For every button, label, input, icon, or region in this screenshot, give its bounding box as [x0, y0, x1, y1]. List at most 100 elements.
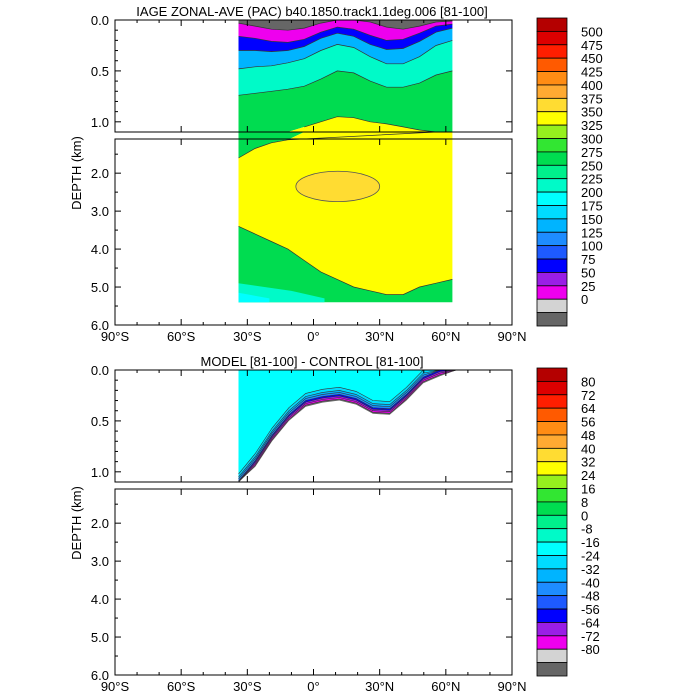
panel-iage-axes: 90°S 60°S 30°S 0° 30°N 60°N 90°N 0.0 0.5 1.0 2.0 3.…: [91, 13, 527, 344]
colorbar-swatch: [536, 541, 568, 556]
colorbar-swatch: [536, 581, 568, 597]
colorbar-label: 16: [581, 482, 595, 497]
colorbar-label: 200: [581, 185, 603, 200]
colorbar-label: 450: [581, 51, 603, 66]
colorbar-swatch: [536, 367, 568, 382]
y-tick-label: 2.0: [91, 516, 109, 531]
contour-line: [238, 40, 453, 70]
field-band-deep: [238, 292, 270, 303]
field-band: [238, 116, 453, 132]
y-tick-label: 5.0: [91, 630, 109, 645]
x-tick-label: 60°N: [431, 329, 460, 344]
colorbar-swatch: [536, 30, 568, 46]
y-tick-label: 0.0: [91, 363, 109, 378]
contour-line: [304, 116, 453, 133]
field-band: [238, 20, 453, 31]
panel-iage-upper-field: [238, 19, 453, 133]
colorbar-label: 72: [581, 388, 595, 403]
contour-line: [238, 369, 457, 483]
colorbar-swatch: [536, 528, 568, 543]
y-tick-label: 6.0: [91, 668, 109, 683]
colorbar-swatch: [536, 488, 568, 503]
y-tick-label: 1.0: [91, 115, 109, 130]
colorbar-label: 56: [581, 415, 595, 430]
colorbar-label: 225: [581, 172, 603, 187]
colorbar-swatch: [536, 298, 568, 314]
colorbar-label: -40: [581, 575, 600, 590]
contour-350-region: [295, 170, 381, 203]
colorbar-label: 125: [581, 225, 603, 240]
colorbar-swatch: [536, 151, 568, 166]
colorbar-label: 325: [581, 118, 603, 133]
colorbar-label: -56: [581, 602, 600, 617]
colorbar-swatch: [536, 622, 568, 637]
colorbar-swatch: [536, 312, 568, 327]
contour-line: [238, 369, 457, 478]
colorbar-label: 375: [581, 91, 603, 106]
colorbar-swatch: [536, 245, 568, 260]
colorbar-swatch: [536, 434, 568, 449]
colorbar-label: 48: [581, 428, 595, 443]
colorbar-label: 175: [581, 198, 603, 213]
y-tick-label: 2.0: [91, 166, 109, 181]
colorbar-swatch: [536, 648, 568, 664]
colorbar-label: 80: [581, 374, 595, 389]
colorbar-swatch: [536, 218, 568, 233]
colorbar-label: 24: [581, 468, 595, 483]
colorbar-label: 500: [581, 24, 603, 39]
colorbar-label: -8: [581, 522, 593, 537]
contour-line: [238, 369, 457, 480]
colorbar-swatch: [536, 501, 568, 516]
contour-line: [238, 369, 457, 483]
colorbar-label: 32: [581, 455, 595, 470]
field-band: [238, 24, 453, 52]
colorbar-swatch: [536, 124, 568, 139]
colorbar-label: -64: [581, 615, 600, 630]
colorbar-swatch: [536, 164, 568, 180]
panel-iage-colorbar: 5004754504254003753503253002752502252001…: [536, 17, 603, 327]
colorbar-label: 150: [581, 212, 603, 227]
colorbar-swatch: [536, 608, 568, 623]
panel-diff-upper-field: [238, 369, 457, 483]
colorbar-swatch: [536, 407, 568, 422]
panel-diff-axes: 90°S 60°S 30°S 0° 30°N 60°N 90°N 0.0 0.5 1.0 2.0 3.…: [91, 363, 527, 694]
contour-line: [238, 23, 453, 43]
panel-iage-lower-field: [238, 131, 453, 303]
y-tick-label: 6.0: [91, 318, 109, 333]
colorbar-swatch: [536, 258, 568, 273]
colorbar-swatch: [536, 231, 568, 247]
colorbar-label: 275: [581, 145, 603, 160]
colorbar-swatch: [536, 421, 568, 436]
colorbar-swatch: [536, 97, 568, 113]
y-tick-label: 0.5: [91, 64, 109, 79]
x-tick-label: 90°S: [101, 679, 130, 694]
colorbar-label: 0: [581, 508, 588, 523]
y-tick-label: 0.5: [91, 414, 109, 429]
x-tick-label: 90°S: [101, 329, 130, 344]
colorbar-swatch: [536, 568, 568, 583]
colorbar-label: 475: [581, 38, 603, 53]
contour-line: [238, 225, 453, 295]
x-tick-label: 30°N: [365, 679, 394, 694]
colorbar-swatch: [536, 57, 568, 72]
colorbar-label: -48: [581, 589, 600, 604]
colorbar-label: 250: [581, 158, 603, 173]
colorbar-label: 50: [581, 265, 595, 280]
colorbar-swatch: [536, 394, 568, 409]
panel-iage: IAGE ZONAL-AVE (PAC) b40.1850.track1.1de…: [69, 4, 603, 344]
colorbar-swatch: [536, 191, 568, 206]
panel-iage-ylabel: DEPTH (km): [69, 136, 84, 210]
y-tick-label: 5.0: [91, 280, 109, 295]
colorbar-swatch: [536, 447, 568, 463]
colorbar-label: -72: [581, 629, 600, 644]
panel-diff-title: MODEL [81-100] - CONTROL [81-100]: [200, 354, 423, 369]
y-tick-label: 0.0: [91, 13, 109, 28]
field-band: [238, 226, 453, 303]
colorbar-swatch: [536, 555, 568, 570]
colorbar-label: -80: [581, 642, 600, 657]
colorbar-swatch: [536, 595, 568, 610]
contour-line: [238, 70, 453, 96]
x-tick-label: 60°S: [167, 679, 196, 694]
colorbar-swatch: [536, 662, 568, 677]
